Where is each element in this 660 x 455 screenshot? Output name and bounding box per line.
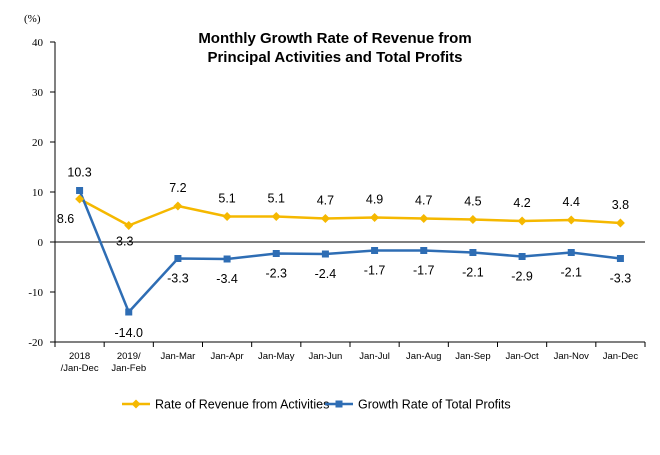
data-point-profits [469,249,477,256]
y-tick-label: -20 [28,337,43,349]
y-tick-label: -10 [28,287,43,299]
data-label: 4.4 [563,195,580,209]
data-point-profits [371,247,379,254]
series-line-0 [78,197,621,227]
y-tick-label: 40 [32,37,44,49]
data-label: -2.1 [560,266,582,280]
data-point-profits [76,187,84,194]
data-label: 5.1 [218,192,235,206]
x-tick-label: 2018/Jan-Dec [61,351,99,374]
x-tick-label: Jan-May [258,351,295,362]
data-label: -1.7 [364,264,386,278]
legend-label-0: Rate of Revenue from Activities [155,398,329,412]
data-point-profits [518,253,526,260]
data-label: -3.4 [216,272,238,286]
y-tick-label: 20 [32,137,44,149]
data-point-revenue [419,214,429,223]
y-tick-label: 30 [32,87,44,99]
data-label: 3.3 [116,235,133,249]
data-point-revenue [124,221,134,230]
data-point-revenue [173,201,183,211]
data-label: 4.9 [366,193,383,207]
data-point-revenue [566,215,576,225]
data-label: -3.3 [167,272,189,286]
data-point-profits [223,255,231,263]
data-point-revenue [615,218,625,228]
data-point-profits [616,255,624,262]
x-tick-label: Jan-Jul [359,351,390,362]
data-label: -2.9 [511,270,533,284]
y-axis-unit: (%) [24,13,41,25]
data-label: 8.6 [57,212,74,226]
data-label: -3.3 [610,272,632,286]
data-label: 3.8 [612,198,629,212]
legend-marker-revenue [131,399,141,409]
data-label: 10.3 [67,166,91,180]
data-label: 7.2 [169,181,186,195]
data-point-profits [321,250,329,258]
x-tick-label: Jan-Aug [406,351,441,362]
chart-title-line-2: Principal Activities and Total Profits [207,49,462,66]
data-label: -2.4 [315,267,337,281]
data-point-revenue [370,213,380,222]
data-point-profits [125,308,133,316]
data-label: 5.1 [268,192,285,206]
x-tick-label: Jan-Jun [309,351,343,362]
data-label: -1.7 [413,264,435,278]
x-tick-label: Jan-Nov [554,351,590,362]
legend: Rate of Revenue from Activities Growth Ra… [122,398,511,412]
data-point-revenue [222,212,232,221]
data-label: 4.7 [317,194,334,208]
data-label: -2.3 [265,267,287,281]
data-label: -14.0 [115,326,144,340]
data-point-profits [567,249,575,256]
data-point-revenue [271,212,281,221]
legend-marker-profits [335,400,343,408]
y-tick-label: 0 [38,237,44,249]
data-point-revenue [75,194,85,204]
series-line-1 [78,190,621,314]
data-point-revenue [517,216,527,226]
x-tick-label: Jan-Apr [210,351,243,362]
x-tick-label: Jan-Oct [505,351,539,362]
x-tick-label: Jan-Mar [160,351,195,362]
y-tick-label: 10 [32,187,44,199]
data-point-profits [174,255,182,262]
data-point-profits [420,247,428,254]
legend-label-1: Growth Rate of Total Profits [358,398,511,412]
chart-title-line-1: Monthly Growth Rate of Revenue from [198,30,471,47]
data-point-revenue [320,214,330,223]
data-label: 4.7 [415,194,432,208]
data-label: 4.2 [513,196,530,210]
data-point-profits [272,250,280,257]
x-tick-label: 2019/Jan-Feb [111,351,146,374]
data-label: -2.1 [462,266,484,280]
x-tick-label: Jan-Sep [455,351,490,362]
x-tick-label: Jan-Dec [603,351,639,362]
data-label: 4.5 [464,195,481,209]
data-point-revenue [468,215,478,224]
